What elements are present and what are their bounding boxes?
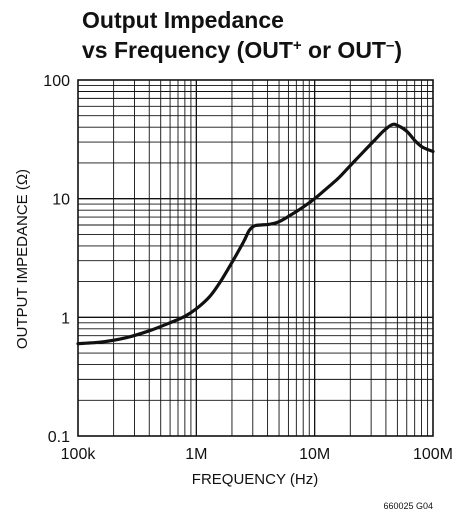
- chart-title-line2: vs Frequency (OUT+ or OUT–): [82, 37, 402, 64]
- y-axis-label: OUTPUT IMPEDANCE (Ω): [14, 169, 31, 349]
- title-part-suffix: ): [394, 37, 402, 63]
- x-tick-label: 100k: [61, 446, 97, 463]
- chart-title-line1: Output Impedance: [82, 7, 284, 33]
- y-tick-label: 10: [52, 192, 70, 209]
- plot-grid: [78, 80, 433, 436]
- title-superscript-plus: +: [293, 37, 302, 54]
- title-part-middle: or OUT: [302, 37, 386, 63]
- y-tick-label: 100: [43, 73, 70, 90]
- title-superscript-minus: –: [386, 37, 394, 54]
- plot-frame: [77, 79, 434, 437]
- x-axis-label: FREQUENCY (Hz): [192, 471, 318, 488]
- figure-code: 660025 G04: [383, 501, 433, 511]
- x-tick-label: 1M: [185, 446, 207, 463]
- tick-labels: 100k 1M 10M 100M 0.1 1 10 100: [43, 73, 453, 463]
- y-tick-label: 0.1: [48, 429, 70, 446]
- series-layer: [76, 122, 435, 346]
- impedance-curve: [76, 122, 435, 346]
- x-tick-label: 100M: [413, 446, 453, 463]
- title-part-prefix: vs Frequency (OUT: [82, 37, 293, 63]
- x-tick-label: 10M: [299, 446, 330, 463]
- y-tick-label: 1: [61, 310, 70, 327]
